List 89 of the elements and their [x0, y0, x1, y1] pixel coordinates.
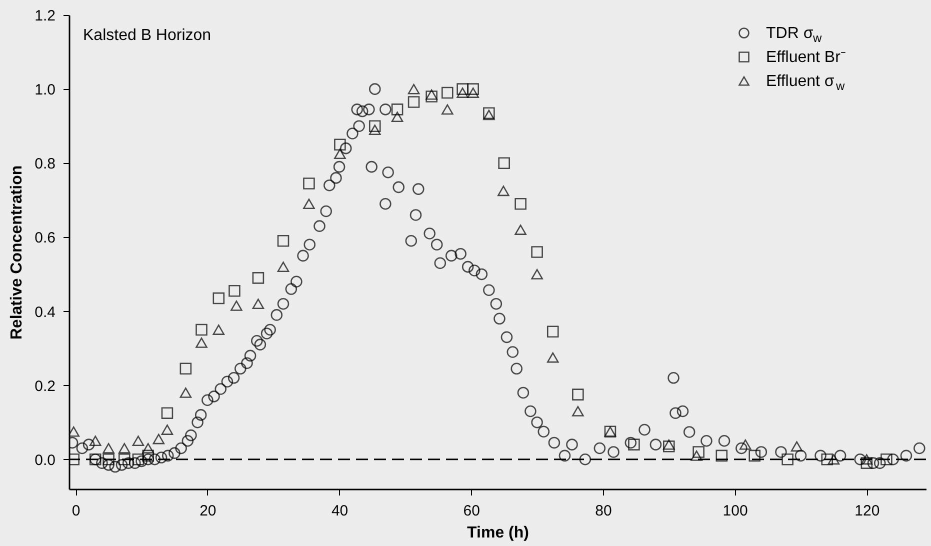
- point: [180, 388, 192, 398]
- y-tick-label: 1.2: [34, 8, 56, 24]
- point: [142, 450, 154, 462]
- point: [303, 198, 315, 210]
- y-tick-label: 1.0: [34, 82, 56, 99]
- point: [498, 186, 510, 196]
- point: [277, 234, 290, 247]
- point: [334, 138, 346, 151]
- point: [230, 300, 242, 311]
- y-tick-label: 0.2: [34, 378, 56, 395]
- point: [303, 178, 315, 190]
- point: [514, 198, 526, 210]
- point: [212, 292, 225, 304]
- x-tick-label: 120: [854, 502, 880, 520]
- x-tick-label: 100: [722, 502, 748, 520]
- x-tick-label: 40: [331, 502, 348, 520]
- point: [118, 453, 130, 466]
- point: [483, 110, 495, 120]
- point: [514, 224, 526, 235]
- point: [368, 124, 381, 135]
- point: [69, 426, 80, 437]
- point: [531, 269, 543, 280]
- point: [663, 440, 675, 452]
- point: [426, 89, 438, 100]
- point: [467, 83, 479, 95]
- point: [132, 453, 144, 466]
- point: [89, 453, 102, 466]
- point: [391, 112, 404, 122]
- point: [161, 424, 174, 435]
- point: [531, 246, 543, 258]
- point: [142, 443, 154, 454]
- x-tick-label: 20: [200, 502, 216, 520]
- point: [196, 324, 208, 336]
- y-tick-label: 0.8: [34, 156, 56, 173]
- point: [277, 262, 290, 272]
- point: [442, 104, 454, 115]
- point: [252, 298, 264, 310]
- point: [498, 157, 510, 170]
- annotation: Kalsted B Horizon: [83, 27, 212, 44]
- point: [467, 88, 479, 98]
- point: [790, 441, 803, 452]
- point: [408, 84, 420, 94]
- point: [102, 453, 114, 466]
- point: [456, 88, 468, 98]
- x-axis-title: Time (h): [467, 524, 529, 542]
- x-tick-label: 0: [72, 502, 80, 520]
- point: [716, 450, 728, 462]
- point: [180, 362, 192, 375]
- y-tick-label: 0.0: [34, 452, 56, 469]
- point: [368, 120, 381, 132]
- point: [161, 407, 174, 419]
- x-tick-label: 80: [595, 502, 612, 520]
- point: [152, 434, 165, 444]
- point: [456, 83, 468, 95]
- point: [663, 439, 675, 450]
- point: [132, 436, 144, 446]
- point: [196, 338, 208, 348]
- y-tick-label: 0.4: [34, 304, 56, 321]
- point: [880, 453, 892, 466]
- point: [334, 148, 346, 160]
- point: [212, 324, 225, 335]
- point: [426, 90, 438, 102]
- point: [442, 86, 454, 99]
- point: [828, 454, 840, 465]
- point: [860, 454, 873, 465]
- point: [692, 446, 704, 458]
- point: [546, 352, 559, 363]
- point: [546, 326, 559, 338]
- y-tick-label: 0.6: [34, 230, 56, 247]
- point: [690, 450, 702, 461]
- point: [252, 272, 264, 284]
- point: [782, 453, 794, 466]
- point: [391, 104, 404, 116]
- point: [483, 107, 495, 120]
- point: [572, 406, 584, 416]
- x-tick-label: 60: [463, 502, 480, 520]
- point: [89, 436, 102, 446]
- point: [572, 388, 584, 400]
- point: [748, 450, 760, 462]
- point: [408, 96, 420, 108]
- point: [628, 438, 640, 450]
- point: [860, 457, 873, 469]
- y-axis-title: Relative Concentration: [8, 165, 26, 340]
- point: [118, 443, 130, 454]
- legend-label: Effluent Br⁻: [766, 49, 846, 66]
- point: [228, 284, 240, 297]
- point: [102, 443, 114, 454]
- point: [821, 453, 834, 466]
- point: [739, 439, 752, 450]
